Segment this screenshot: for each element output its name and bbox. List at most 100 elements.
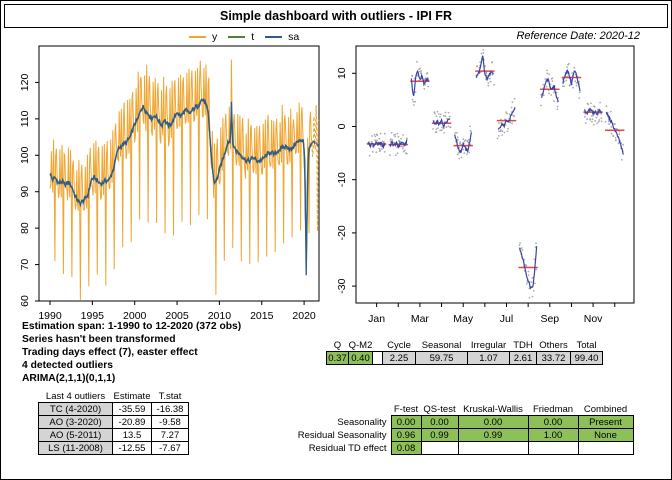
seasonality-cell-1-2: 0.99 <box>457 428 529 442</box>
outliers-cell-2-2: 7.27 <box>151 428 189 442</box>
seasonality-cell-2-4 <box>577 441 634 455</box>
seasonality-cell-1-0: 0.96 <box>390 428 422 442</box>
seasonality-cell-0-1: 0.00 <box>420 415 459 429</box>
svg-text:100: 100 <box>19 146 31 164</box>
svg-text:2015: 2015 <box>250 310 274 322</box>
svg-text:0: 0 <box>336 123 348 129</box>
seasonality-cell-2-2 <box>457 441 529 455</box>
legend-label-y: y <box>212 31 218 43</box>
seasonality-cell-0-0: 0.00 <box>390 415 422 429</box>
seasonality-header-3: Friedman <box>528 403 578 416</box>
svg-text:70: 70 <box>19 259 31 271</box>
seasonality-header-4: Combined <box>578 403 633 416</box>
q-value-2 <box>372 351 383 365</box>
legend-label-sa: sa <box>288 31 300 43</box>
outliers-header-2: T.stat <box>151 390 189 403</box>
seasonality-cell-1-4: None <box>577 428 634 442</box>
q-value-1: 0.40 <box>348 351 373 365</box>
q-value-6: 2.61 <box>509 351 537 365</box>
summary-estimation-span: Estimation span: 1-1990 to 12-2020 (372 … <box>22 321 242 332</box>
q-header-8: Total <box>570 339 603 352</box>
seasonality-row-1: Residual Seasonality 0.96 0.99 0.99 1.00 None <box>269 428 634 442</box>
summary-transformation: Series hasn't been transformed <box>22 334 176 345</box>
legend-item-t: t <box>228 31 254 43</box>
model-summary: Estimation span: 1-1990 to 12-2020 (372 … <box>22 320 241 385</box>
outliers-row-3: LS (11-2008) -12.55 -7.67 <box>38 441 189 455</box>
seasonality-header-2: Kruskal-Wallis <box>458 403 528 416</box>
legend-item-y: y <box>189 31 217 43</box>
outliers-cell-3-2: -7.67 <box>151 441 189 455</box>
svg-text:1995: 1995 <box>81 310 105 322</box>
svg-text:-10: -10 <box>336 172 348 187</box>
seasonality-row-0: Seasonality 0.00 0.00 0.00 0.00 Present <box>269 415 634 429</box>
seasonality-cell-1-1: 0.99 <box>420 428 459 442</box>
legend-label-t: t <box>251 31 255 43</box>
q-value-7: 33.72 <box>536 351 571 365</box>
outliers-cell-3-1: -12.55 <box>112 441 152 455</box>
svg-text:10: 10 <box>336 67 348 79</box>
svg-text:110: 110 <box>19 110 31 127</box>
seasonality-tests-table: F-test QS-test Kruskal-Wallis Friedman Combi… <box>269 403 634 455</box>
seasonality-header-1: QS-test <box>421 403 458 416</box>
seasonality-header-0: F-test <box>391 403 421 416</box>
svg-text:2010: 2010 <box>208 310 232 322</box>
q-header-1: Q-M2 <box>348 339 373 352</box>
svg-text:1990: 1990 <box>38 310 62 322</box>
q-value-4: 59.75 <box>415 351 468 365</box>
outliers-cell-1-2: -9.58 <box>151 415 189 429</box>
seasonality-cell-0-4: Present <box>577 415 634 429</box>
outliers-cell-0-0: TC (4-2020) <box>38 402 113 416</box>
svg-text:80: 80 <box>19 222 31 234</box>
title-bar: Simple dashboard with outliers - IPI FR <box>4 4 668 28</box>
outliers-cell-1-0: AO (3-2020) <box>38 415 113 429</box>
q-value-3: 2.25 <box>382 351 416 365</box>
svg-text:90: 90 <box>19 186 31 198</box>
svg-text:Mar: Mar <box>411 313 430 325</box>
q-header-4: Seasonal <box>415 339 468 352</box>
seasonality-cell-2-0: 0.08 <box>390 441 422 455</box>
summary-arima-model: ARIMA(2,1,1)(0,1,1) <box>22 373 116 384</box>
seasonality-cell-2-3 <box>527 441 579 455</box>
q-value-8: 99.40 <box>570 351 603 365</box>
outliers-header-1: Estimate <box>112 390 152 403</box>
outliers-cell-0-2: -16.38 <box>151 402 189 416</box>
svg-text:2005: 2005 <box>165 310 189 322</box>
svg-text:60: 60 <box>19 295 31 307</box>
legend-swatch-sa <box>265 36 283 38</box>
seasonality-cell-0-2: 0.00 <box>457 415 529 429</box>
seasonality-row-label-2: Residual TD effect <box>308 442 387 454</box>
q-header-7: Others <box>536 339 571 352</box>
seasonality-cell-2-1 <box>420 441 459 455</box>
svg-text:Jan: Jan <box>368 313 385 325</box>
outliers-cell-0-1: -35.59 <box>112 402 152 416</box>
svg-text:2020: 2020 <box>292 310 316 322</box>
chart-legend: y t sa <box>189 31 299 43</box>
legend-swatch-t <box>228 36 246 38</box>
q-header-5: Irregular <box>467 339 510 352</box>
svg-text:-20: -20 <box>336 225 348 240</box>
outliers-row-2: AO (5-2011) 13.5 7.27 <box>38 428 189 442</box>
q-header-2 <box>373 339 383 352</box>
outliers-cell-2-1: 13.5 <box>112 428 152 442</box>
legend-swatch-y <box>189 36 206 38</box>
svg-text:-30: -30 <box>336 278 348 293</box>
seasonality-row-2: Residual TD effect 0.08 <box>269 441 634 455</box>
q-header-6: TDH <box>509 339 537 352</box>
seasonality-cell-1-3: 1.00 <box>527 428 579 442</box>
seasonality-cell-0-3: 0.00 <box>527 415 579 429</box>
q-value-5: 1.07 <box>467 351 510 365</box>
page-title: Simple dashboard with outliers - IPI FR <box>220 9 452 23</box>
q-value-0: 0.37 <box>326 351 349 365</box>
outliers-header-0: Last 4 outliers <box>38 390 113 403</box>
outliers-row-1: AO (3-2020) -20.89 -9.58 <box>38 415 189 429</box>
outliers-cell-2-0: AO (5-2011) <box>38 428 113 442</box>
q-header-3: Cycle <box>382 339 416 352</box>
svg-text:Sep: Sep <box>540 313 559 325</box>
outliers-table: Last 4 outliers Estimate T.stat TC (4-2020)… <box>38 390 189 455</box>
outliers-cell-1-1: -20.89 <box>112 415 152 429</box>
q-header-0: Q <box>326 339 349 352</box>
svg-text:Jul: Jul <box>500 313 513 325</box>
quality-stats-table: Q Q-M2 Cycle Seasonal Irregular TDH Others Tota… <box>326 339 603 365</box>
